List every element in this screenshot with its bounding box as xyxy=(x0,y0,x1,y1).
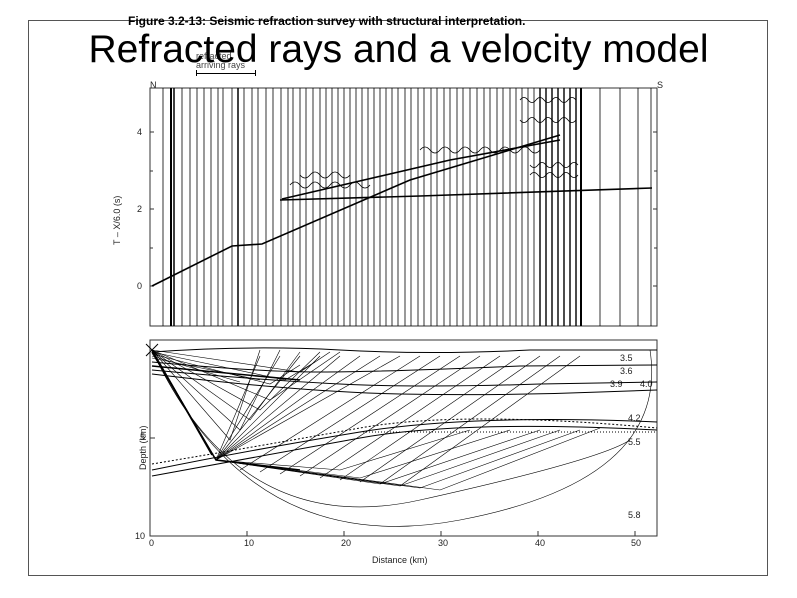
top-ytick-0: 0 xyxy=(137,281,143,291)
slide-title: Refracted rays and a velocity model xyxy=(88,28,709,71)
xtick-50: 50 xyxy=(631,538,642,548)
velocity-label-3: 3.9 xyxy=(610,379,623,389)
bottom-xlabel: Distance (km) xyxy=(372,555,428,565)
end-label-south: S xyxy=(657,80,664,90)
bottom-ytick-10: 10 xyxy=(135,531,146,541)
xtick-10: 10 xyxy=(244,538,255,548)
legend-line-2: arriving rays xyxy=(196,60,246,70)
xtick-30: 30 xyxy=(438,538,449,548)
legend-line-1: refracted xyxy=(196,51,232,61)
top-ytick-4: 4 xyxy=(137,127,143,137)
velocity-label-4: 4.0 xyxy=(640,379,653,389)
velocity-label-1: 3.5 xyxy=(620,353,633,363)
top-panel-frame xyxy=(149,87,658,327)
figure-caption: Figure 3.2-13: Seismic refraction survey… xyxy=(128,14,526,28)
velocity-label-2: 3.6 xyxy=(620,366,633,376)
source-mark xyxy=(145,343,159,357)
xtick-0: 0 xyxy=(149,538,155,548)
velocity-label-5: 4.2 xyxy=(628,413,641,423)
slide-frame xyxy=(28,20,768,576)
scale-bar xyxy=(196,70,256,76)
seismic-traces xyxy=(162,88,652,326)
wiggle-patches xyxy=(289,97,579,189)
bottom-panel-ticks xyxy=(149,437,636,537)
top-ytick-2: 2 xyxy=(137,204,143,214)
traveltime-lines xyxy=(151,134,653,287)
bottom-panel-frame xyxy=(149,339,658,537)
velocity-label-6: 5.5 xyxy=(628,437,641,447)
velocity-label-7: 5.8 xyxy=(628,510,641,520)
legend-text: refracted arriving rays xyxy=(196,52,245,70)
xtick-20: 20 xyxy=(341,538,352,548)
xtick-40: 40 xyxy=(535,538,546,548)
layer-boundaries xyxy=(151,347,658,477)
ray-bundle xyxy=(151,349,301,471)
top-panel-ticks xyxy=(150,131,657,287)
bottom-ytick-5: 5 xyxy=(140,432,146,442)
end-label-north: N xyxy=(150,80,157,90)
